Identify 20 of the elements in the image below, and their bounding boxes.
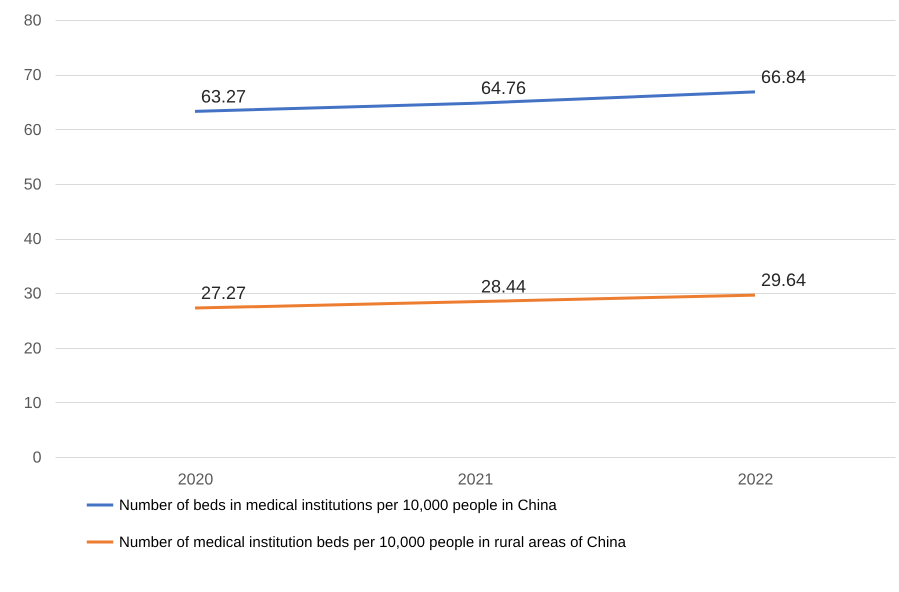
y-tick-label: 0 <box>32 450 42 466</box>
legend-label: Number of medical institution beds per 10,000 people in rural areas of China <box>119 534 627 551</box>
data-label: 27.27 <box>201 283 246 304</box>
data-label: 63.27 <box>201 86 246 106</box>
y-tick-label: 30 <box>24 286 42 303</box>
x-tick-label: 2020 <box>178 472 214 488</box>
y-tick-label: 50 <box>24 176 42 194</box>
x-tick-label: 2021 <box>458 472 494 488</box>
legend-label: Number of beds in medical institutions per 10,000 people in China <box>119 497 558 514</box>
y-tick-label: 60 <box>24 122 42 139</box>
data-label: 66.84 <box>761 66 806 87</box>
data-label: 28.44 <box>481 276 526 297</box>
y-tick-label: 40 <box>24 231 42 248</box>
y-tick-label: 20 <box>24 340 42 358</box>
y-tick-label: 70 <box>24 67 42 84</box>
y-tick-label: 80 <box>24 12 42 30</box>
x-tick-label: 2022 <box>738 472 774 488</box>
data-label: 64.76 <box>481 78 526 98</box>
y-tick-label: 10 <box>24 394 42 412</box>
data-label: 29.64 <box>761 270 806 290</box>
